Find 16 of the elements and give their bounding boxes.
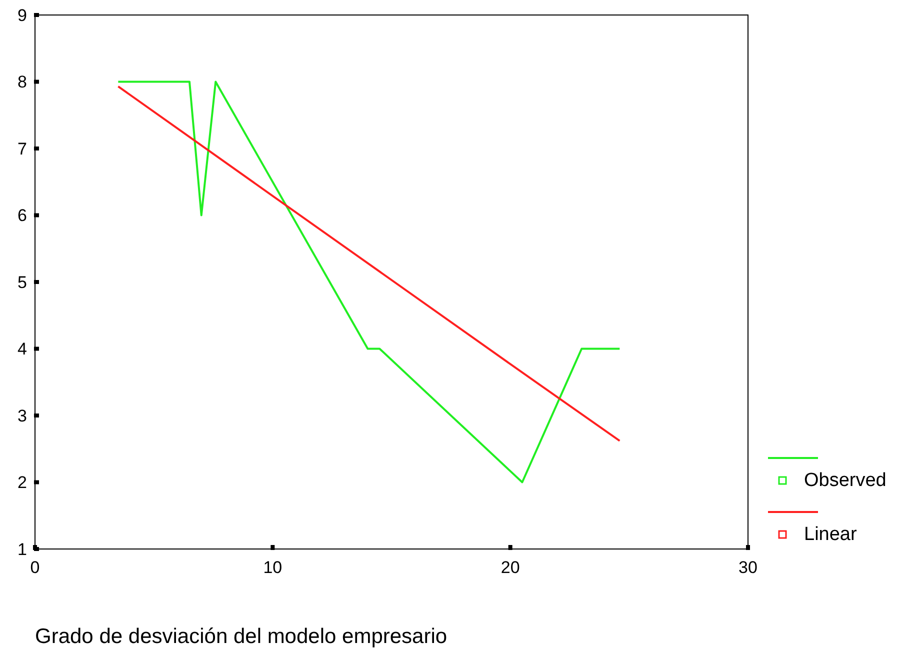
legend-label: Linear — [804, 524, 858, 545]
legend-label: Observed — [804, 470, 886, 491]
x-tick-label: 0 — [30, 558, 40, 577]
x-tick-label: 10 — [263, 558, 282, 577]
y-tick-label: 3 — [18, 406, 27, 426]
y-tick-label: 9 — [18, 6, 27, 25]
x-tick-label: 20 — [500, 558, 520, 577]
y-tick-label: 7 — [18, 139, 27, 158]
y-tick-label: 6 — [18, 206, 27, 226]
y-tick-label: 4 — [18, 340, 27, 359]
y-tick-label: 2 — [18, 473, 27, 492]
y-tick-label: 1 — [18, 540, 27, 559]
y-tick-label: 8 — [18, 72, 27, 92]
x-tick-label: 30 — [738, 558, 758, 577]
y-tick-label: 5 — [18, 272, 27, 292]
x-axis-title: Grado de desviación del modelo empresario — [35, 625, 448, 648]
